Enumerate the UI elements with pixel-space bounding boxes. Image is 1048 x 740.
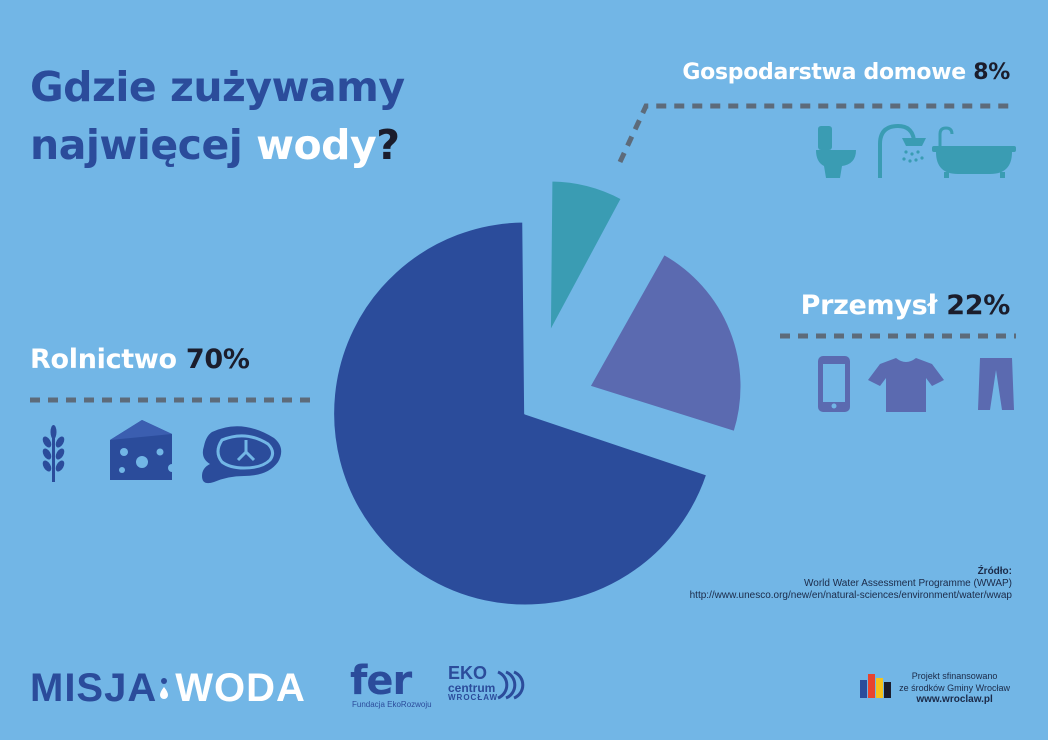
funding-note: Projekt sfinansowano ze środków Gminy Wr… bbox=[899, 670, 1010, 706]
label-industry: Przemysł 22% bbox=[800, 290, 1011, 321]
steak-icon bbox=[202, 426, 282, 484]
ekocentrum-rings-icon bbox=[497, 670, 525, 700]
wheat-icon bbox=[42, 425, 65, 482]
funding-url[interactable]: www.wroclaw.pl bbox=[916, 694, 993, 705]
title-part-b: wody bbox=[256, 121, 377, 169]
toilet-icon bbox=[816, 126, 856, 178]
title-part-c: ? bbox=[376, 121, 400, 169]
label-agriculture: Rolnictwo 70% bbox=[30, 344, 250, 375]
pie-chart bbox=[332, 179, 743, 607]
wroclaw-logo-icon bbox=[860, 674, 891, 698]
label-home-name: Gospodarstwa domowe bbox=[682, 60, 966, 85]
shower-icon bbox=[878, 123, 926, 178]
source-name: World Water Assessment Programme (WWAP) bbox=[804, 578, 1012, 589]
source-url[interactable]: http://www.unesco.org/new/en/natural-sci… bbox=[689, 590, 1012, 601]
eko-line-3: WROCŁAW bbox=[448, 693, 499, 702]
source-heading: Źródło: bbox=[977, 566, 1012, 577]
label-industry-name: Przemysł bbox=[800, 290, 938, 321]
tshirt-icon bbox=[868, 358, 944, 412]
logo-misja-text: MISJA bbox=[30, 666, 158, 710]
label-agriculture-pct: 70% bbox=[185, 344, 250, 375]
title-line-1: Gdzie zużywamy bbox=[30, 63, 405, 111]
fer-logo: fer bbox=[350, 658, 412, 704]
label-agriculture-name: Rolnictwo bbox=[30, 344, 177, 375]
title-line-2: najwięcej wody? bbox=[30, 116, 405, 174]
leader-line-home bbox=[617, 103, 1016, 164]
label-industry-pct: 22% bbox=[946, 290, 1010, 321]
page-title: Gdzie zużywamy najwięcej wody? bbox=[30, 58, 405, 174]
smartphone-icon bbox=[818, 356, 850, 412]
bathtub-icon bbox=[932, 126, 1016, 178]
misja-woda-logo: MISJA WODA bbox=[30, 666, 306, 711]
title-part-a: najwięcej bbox=[30, 121, 257, 169]
drop-separator-icon bbox=[157, 666, 175, 711]
cheese-icon bbox=[110, 420, 176, 480]
funding-line-2: ze środków Gminy Wrocław bbox=[899, 683, 1010, 693]
source-note: Źródło: World Water Assessment Programme… bbox=[690, 566, 1012, 602]
ekocentrum-logo: EKO centrum WROCŁAW bbox=[448, 664, 498, 702]
pie-slice-industry bbox=[588, 252, 743, 433]
label-home-pct: 8% bbox=[973, 60, 1010, 85]
trousers-icon bbox=[978, 358, 1014, 410]
fer-logo-subtitle: Fundacja EkoRozwoju bbox=[352, 700, 432, 709]
eko-line-1: EKO bbox=[448, 663, 488, 683]
eko-line-2: centrum bbox=[448, 681, 496, 695]
label-home: Gospodarstwa domowe 8% bbox=[682, 60, 1010, 85]
logo-woda-text: WODA bbox=[175, 666, 306, 710]
funding-line-1: Projekt sfinansowano bbox=[911, 671, 998, 681]
pie-slice-home bbox=[548, 179, 623, 334]
pie-slice-agriculture bbox=[332, 220, 709, 607]
